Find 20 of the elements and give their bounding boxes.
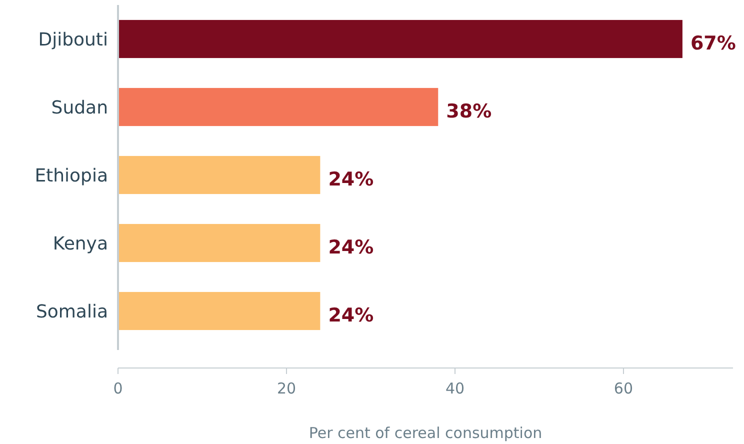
data-label: 24%: [328, 168, 374, 191]
y-tick-label: Djibouti: [38, 29, 108, 50]
bar: [118, 292, 320, 330]
bar: [118, 20, 682, 58]
y-tick-label: Kenya: [52, 233, 108, 254]
x-axis-title: Per cent of cereal consumption: [308, 424, 542, 442]
bar: [118, 224, 320, 262]
x-tick-label: 40: [445, 380, 465, 398]
data-label: 24%: [328, 304, 374, 327]
bar: [118, 88, 438, 126]
x-tick-label: 0: [113, 380, 123, 398]
y-tick-label: Somalia: [36, 301, 108, 322]
data-label: 24%: [328, 236, 374, 259]
data-label: 38%: [446, 100, 492, 123]
y-tick-label: Sudan: [51, 97, 108, 118]
data-label: 67%: [690, 32, 736, 55]
bar: [118, 156, 320, 194]
y-tick-label: Ethiopia: [34, 165, 108, 186]
x-tick-label: 20: [276, 380, 296, 398]
x-tick-label: 60: [614, 380, 634, 398]
